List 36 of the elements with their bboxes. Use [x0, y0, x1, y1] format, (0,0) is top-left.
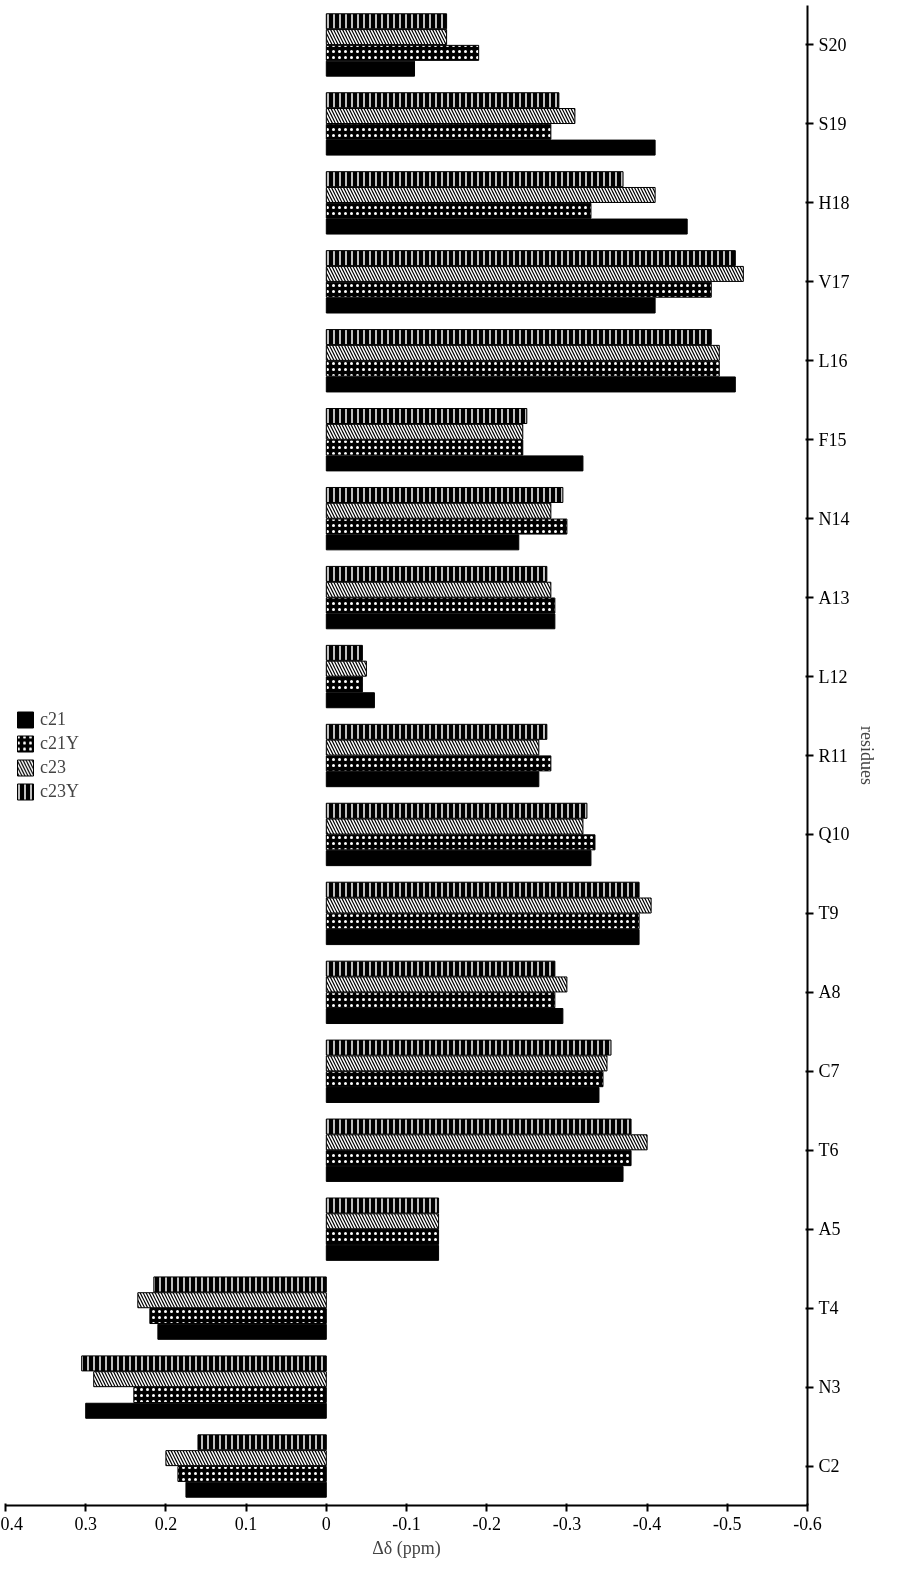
- x-tick-label: 0.2: [154, 1513, 178, 1534]
- x-tick-label: 0: [321, 1513, 331, 1534]
- y-tick-label: T9: [818, 903, 839, 924]
- x-tick-label: 0.4: [0, 1513, 23, 1534]
- y-axis-title: residues: [857, 726, 878, 785]
- x-tick-label: -0.6: [793, 1513, 822, 1534]
- x-axis-title: Δδ (ppm): [372, 1537, 441, 1559]
- y-tick-label: H18: [818, 192, 850, 213]
- x-tick-label: -0.5: [713, 1513, 742, 1534]
- y-tick-label: N14: [818, 508, 850, 529]
- x-tick-label: -0.2: [472, 1513, 501, 1534]
- legend-label: c23: [40, 756, 66, 778]
- y-tick-label: F15: [818, 429, 847, 450]
- x-tick-label: 0.1: [234, 1513, 258, 1534]
- y-tick-label: A13: [818, 587, 850, 608]
- x-tick-label: -0.3: [552, 1513, 582, 1534]
- y-tick-label: N3: [818, 1377, 841, 1398]
- y-tick-label: S20: [818, 34, 847, 55]
- y-tick-label: S19: [818, 113, 847, 134]
- y-tick-label: C2: [818, 1456, 840, 1477]
- x-tick-label: -0.1: [392, 1513, 421, 1534]
- y-tick-label: Q10: [818, 824, 850, 845]
- y-tick-label: L12: [818, 666, 848, 687]
- y-tick-label: A5: [818, 1219, 841, 1240]
- legend-label: c21Y: [40, 732, 79, 754]
- y-tick-label: V17: [818, 271, 850, 292]
- legend-label: c23Y: [40, 780, 79, 802]
- legend-label: c21: [40, 708, 66, 730]
- y-tick-label: T6: [818, 1140, 839, 1161]
- y-tick-label: C7: [818, 1061, 840, 1082]
- y-tick-label: L16: [818, 350, 848, 371]
- y-tick-label: T4: [818, 1298, 839, 1319]
- x-tick-label: -0.4: [632, 1513, 662, 1534]
- y-tick-label: R11: [818, 745, 848, 766]
- x-tick-label: 0.3: [74, 1513, 97, 1534]
- y-tick-label: A8: [818, 982, 841, 1003]
